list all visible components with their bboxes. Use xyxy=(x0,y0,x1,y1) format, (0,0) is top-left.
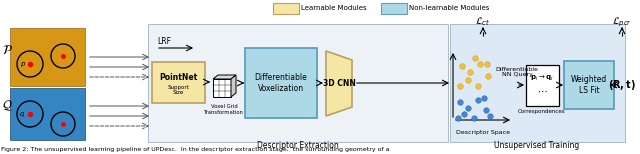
Text: Descriptor Space: Descriptor Space xyxy=(456,130,510,135)
FancyBboxPatch shape xyxy=(273,3,299,14)
Text: Weighted
LS Fit: Weighted LS Fit xyxy=(571,75,607,95)
FancyBboxPatch shape xyxy=(381,3,407,14)
FancyBboxPatch shape xyxy=(152,61,205,103)
Text: Unsupervised Training: Unsupervised Training xyxy=(494,142,580,150)
Polygon shape xyxy=(326,51,352,116)
Text: Non-learnable Modules: Non-learnable Modules xyxy=(409,4,490,10)
Text: Differentiable
Voxelization: Differentiable Voxelization xyxy=(255,73,307,93)
FancyBboxPatch shape xyxy=(525,65,559,105)
Text: $\cdots$: $\cdots$ xyxy=(537,86,547,96)
Text: $\mathbf{p}_i \rightarrow \mathbf{q}_i$: $\mathbf{p}_i \rightarrow \mathbf{q}_i$ xyxy=(530,74,554,83)
Text: Support
Size: Support Size xyxy=(167,85,189,95)
Text: Voxel Grid
Transformation: Voxel Grid Transformation xyxy=(204,104,244,115)
Text: p: p xyxy=(20,61,24,67)
Text: Correspondences: Correspondences xyxy=(518,109,566,114)
FancyBboxPatch shape xyxy=(148,24,448,142)
Text: $\mathcal{Q}$: $\mathcal{Q}$ xyxy=(2,99,13,113)
Text: LRF: LRF xyxy=(157,38,171,47)
Text: $\mathcal{P}$: $\mathcal{P}$ xyxy=(2,45,13,57)
Text: q: q xyxy=(20,111,24,117)
FancyBboxPatch shape xyxy=(10,88,85,140)
Text: PointNet: PointNet xyxy=(159,73,197,83)
Text: 3D CNN: 3D CNN xyxy=(323,79,355,89)
Text: $\mathcal{L}_{pcr}$: $\mathcal{L}_{pcr}$ xyxy=(612,15,632,29)
FancyBboxPatch shape xyxy=(564,61,614,109)
Text: Descriptor Extraction: Descriptor Extraction xyxy=(257,142,339,150)
Text: Differentiable
NN Query: Differentiable NN Query xyxy=(495,67,538,77)
FancyBboxPatch shape xyxy=(213,79,231,97)
FancyBboxPatch shape xyxy=(245,48,317,118)
Text: Learnable Modules: Learnable Modules xyxy=(301,4,367,10)
Text: $\mathcal{L}_{ct}$: $\mathcal{L}_{ct}$ xyxy=(476,16,491,28)
FancyBboxPatch shape xyxy=(450,24,625,142)
Polygon shape xyxy=(213,75,236,79)
Text: $\mathbf{(R, t)}$: $\mathbf{(R, t)}$ xyxy=(608,78,636,92)
FancyBboxPatch shape xyxy=(10,28,85,86)
Text: Figure 2: The unsupervised learning pipeline of UPDesc.  In the descriptor extra: Figure 2: The unsupervised learning pipe… xyxy=(1,147,390,152)
Polygon shape xyxy=(231,75,236,97)
